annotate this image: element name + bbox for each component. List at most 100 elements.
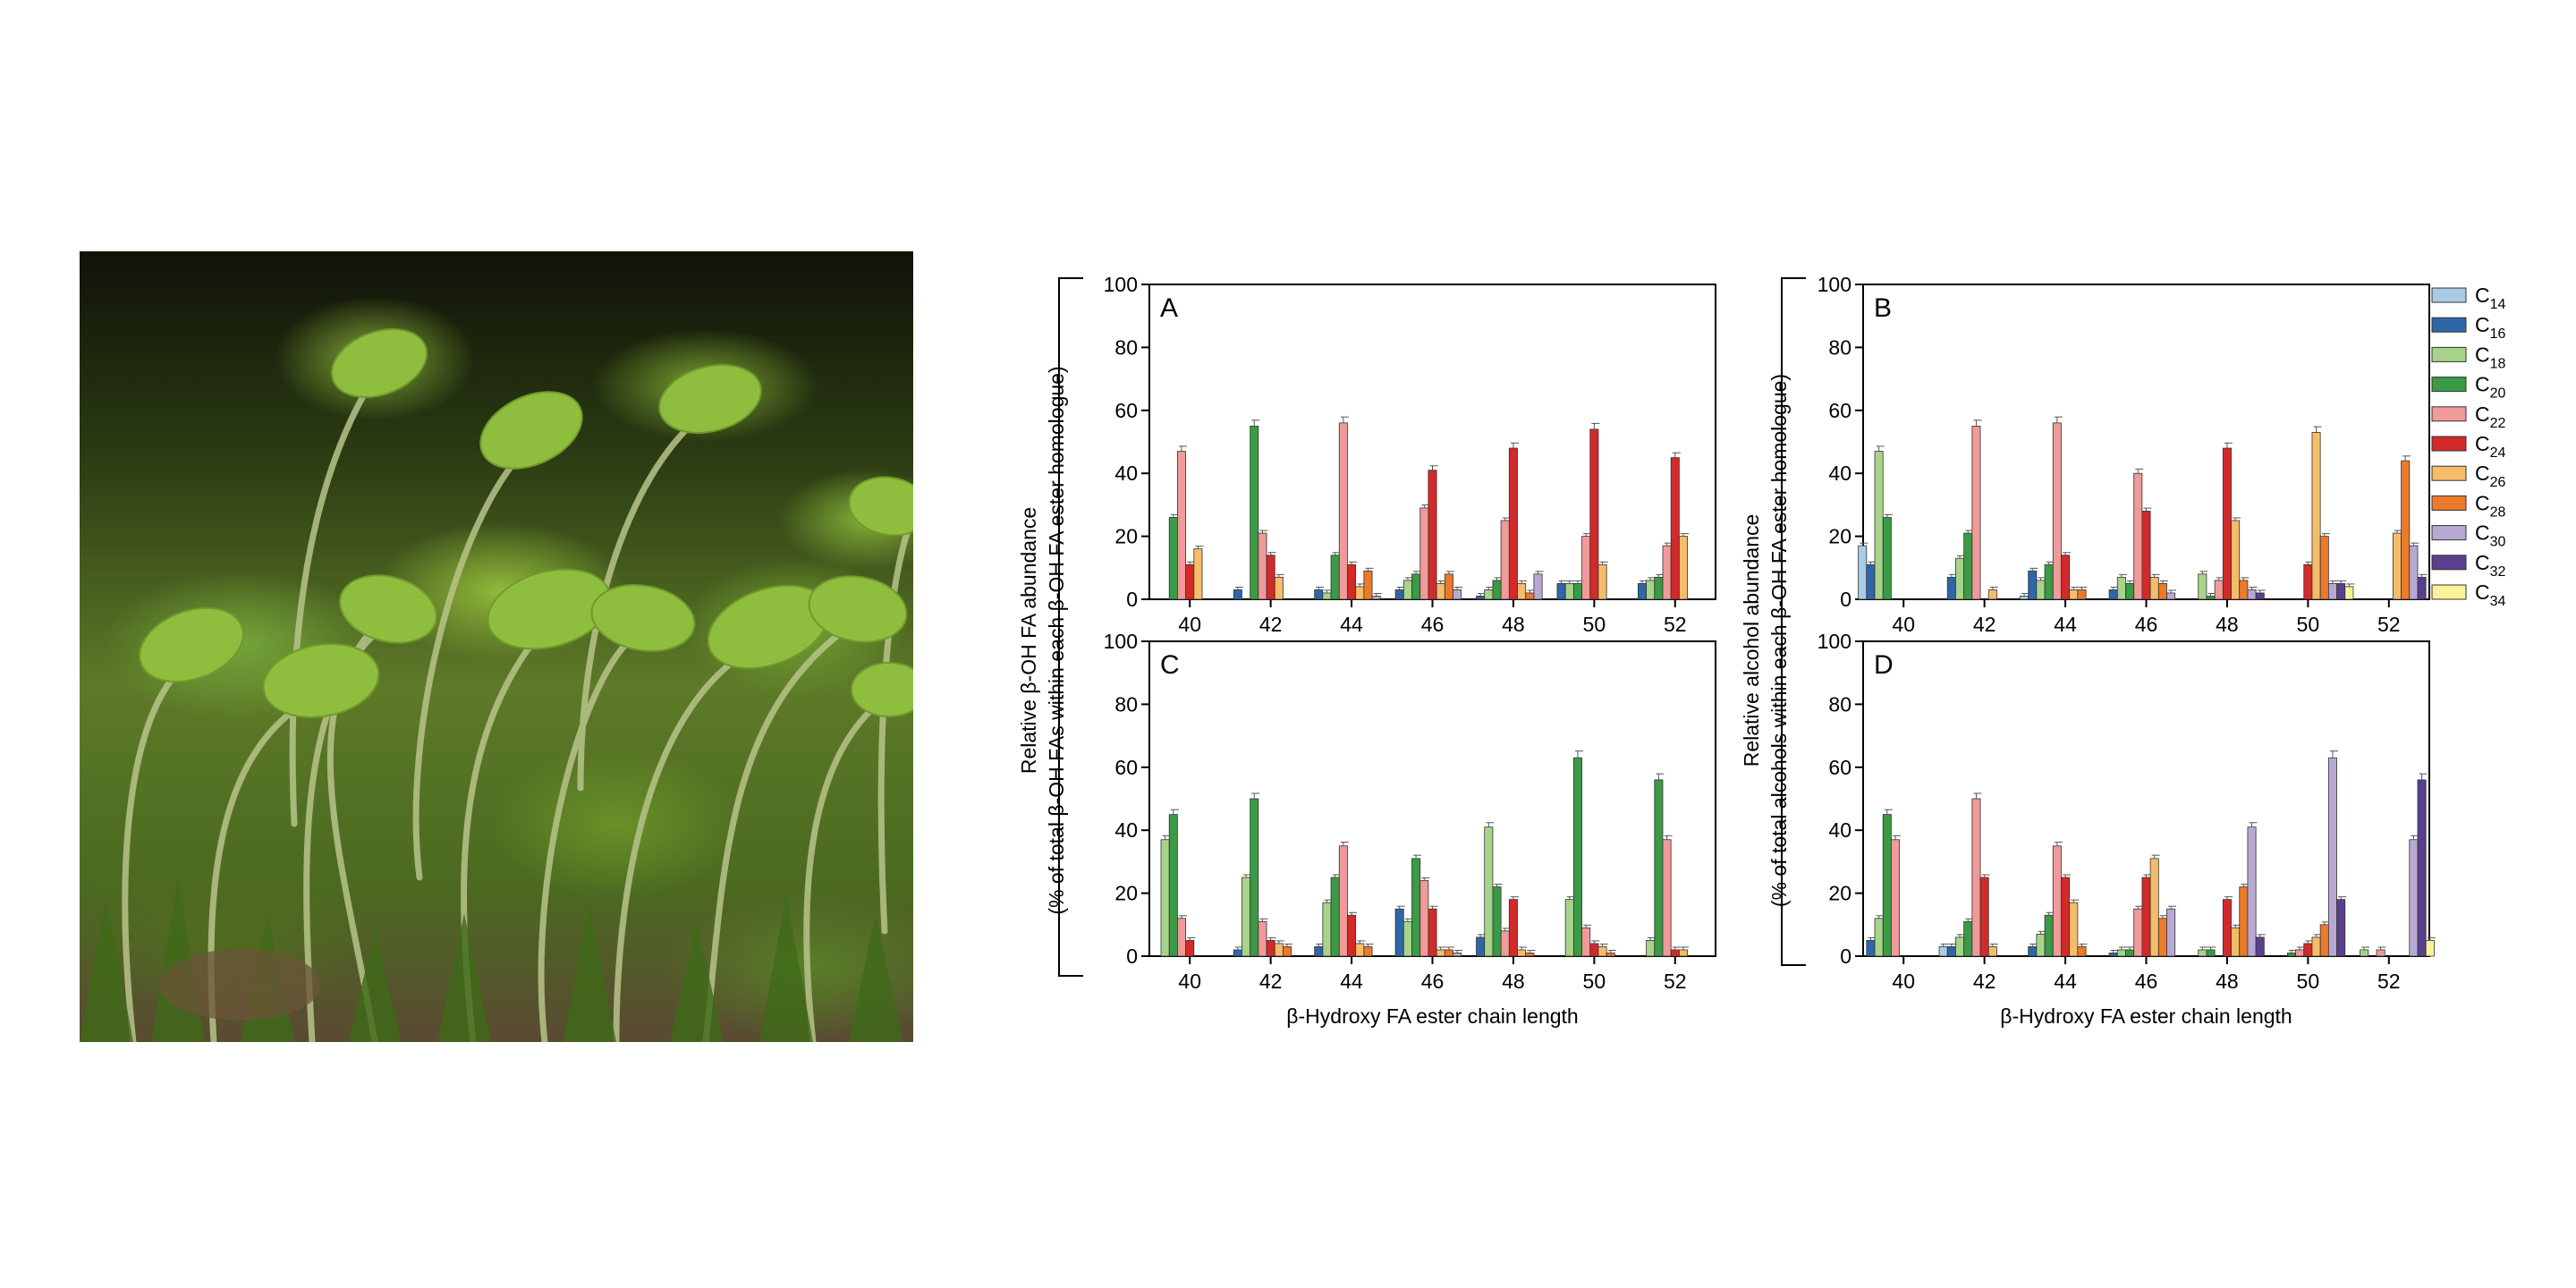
bar-c20: [2044, 914, 2054, 957]
bar-c14: [1938, 946, 1948, 957]
bar-c16: [1476, 936, 1486, 957]
bar-c26: [1597, 946, 1607, 957]
bar-c24: [1589, 943, 1599, 957]
x-tick-label: 52: [2377, 613, 2401, 636]
moss-photo-illustration: [80, 328, 913, 1042]
left-y-title-line2: (% of total β-OH FAs within each β-OH FA…: [1045, 366, 1068, 914]
bar-c20: [2286, 953, 2296, 957]
bar-c30: [2247, 589, 2257, 600]
bar-c22: [1338, 845, 1348, 957]
legend-item-c20: C20: [2431, 373, 2506, 402]
bar-c24: [2222, 899, 2232, 957]
bar-c18: [2198, 573, 2207, 600]
bar-c26: [1517, 949, 1527, 957]
right-y-title-line2: (% of total alcohols within each β-OH FA…: [1767, 374, 1791, 907]
legend-swatch: [2431, 495, 2467, 511]
bar-c24: [2303, 564, 2313, 600]
bar-c18: [1484, 826, 1494, 957]
bar-c20: [2125, 583, 2135, 600]
y-tick-label: 60: [1114, 399, 1138, 422]
bar-c24: [1670, 457, 1680, 600]
bar-c20: [1572, 757, 1582, 957]
bar-c22: [1258, 920, 1267, 957]
bar-c32: [2417, 779, 2427, 957]
x-tick-label: 44: [1340, 613, 1363, 636]
bar-c26: [2149, 576, 2159, 600]
bar-c30: [2166, 592, 2176, 600]
bar-c26: [1678, 949, 1688, 957]
bar-c28: [1283, 946, 1292, 957]
bar-c26: [2069, 902, 2079, 957]
bar-c20: [1250, 798, 1259, 957]
bar-c22: [1177, 451, 1187, 600]
bar-c30: [1371, 596, 1381, 600]
bar-c24: [2061, 555, 2071, 600]
bar-c18: [1874, 451, 1884, 600]
legend-label: C28: [2475, 491, 2506, 520]
bar-c16: [1946, 946, 1956, 957]
legend-swatch: [2431, 584, 2467, 600]
y-tick-label: 80: [1828, 692, 1852, 716]
bar-c18: [1955, 936, 1965, 957]
bar-c20: [1654, 576, 1664, 600]
bar-c20: [1654, 779, 1664, 957]
bar-c28: [1444, 949, 1453, 957]
legend-label: C32: [2475, 551, 2506, 580]
bar-c26: [1355, 586, 1365, 600]
x-tick-label: 40: [1892, 613, 1915, 636]
legend-label: C26: [2475, 462, 2506, 490]
legend-label: C16: [2475, 313, 2506, 342]
bar-c20: [1168, 517, 1178, 600]
bar-c20: [1963, 920, 1973, 957]
bar-c22: [1891, 839, 1901, 957]
bar-c20: [1882, 517, 1892, 600]
bar-c22: [1662, 545, 1672, 600]
y-tick-label: 80: [1114, 692, 1138, 716]
bar-c30: [1453, 953, 1462, 957]
bar-c16: [1314, 946, 1324, 957]
bar-c26: [1517, 583, 1527, 600]
y-tick-label: 0: [1840, 588, 1852, 611]
bar-c18: [1322, 592, 1332, 600]
legend-swatch: [2431, 346, 2467, 362]
y-tick-label: 100: [1104, 630, 1138, 653]
bar-c34: [2344, 586, 2354, 600]
bar-c18: [2036, 933, 2046, 957]
bar-c18: [1646, 580, 1656, 600]
legend-item-c28: C28: [2431, 491, 2506, 520]
legend-item-c32: C32: [2431, 551, 2506, 580]
bar-c28: [1363, 570, 1373, 600]
x-tick-label: 48: [1502, 613, 1525, 636]
right-y-title-line1: Relative alcohol abundance: [1740, 514, 1763, 767]
bar-c16: [2028, 946, 2038, 957]
bar-c26: [2311, 936, 2321, 957]
bar-c18: [1564, 899, 1574, 957]
bar-c22: [1419, 507, 1429, 600]
bar-c20: [1330, 877, 1340, 957]
y-tick-label: 20: [1114, 882, 1138, 905]
bar-c26: [1436, 583, 1445, 600]
x-axis-title: β-Hydroxy FA ester chain length: [2000, 1004, 2292, 1028]
bar-c22: [1500, 520, 1510, 600]
y-tick-label: 20: [1114, 525, 1138, 548]
bar-c30: [2409, 839, 2419, 957]
bar-c24: [1670, 949, 1680, 957]
bar-c20: [1250, 425, 1259, 600]
x-tick-label: 50: [1583, 970, 1606, 993]
bar-c32: [2336, 583, 2346, 600]
x-tick-label: 46: [1421, 613, 1445, 636]
legend-swatch: [2431, 525, 2467, 541]
bar-c26: [1987, 589, 1997, 600]
x-tick-label: 50: [2297, 613, 2320, 636]
chart-panel-d: 0 20 40 60 80 100 D 40 42 44 46 48 50 52 β-Hydroxy FA …: [1818, 630, 2436, 1028]
bar-c32: [2255, 936, 2265, 957]
y-tick-label: 40: [1828, 462, 1852, 485]
x-tick-label: 42: [1259, 613, 1283, 636]
bar-c30: [2166, 908, 2176, 957]
bar-c16: [1233, 589, 1242, 600]
x-tick-label: 44: [2054, 970, 2077, 993]
y-tick-label: 80: [1828, 335, 1852, 359]
bar-c26: [2231, 520, 2241, 600]
